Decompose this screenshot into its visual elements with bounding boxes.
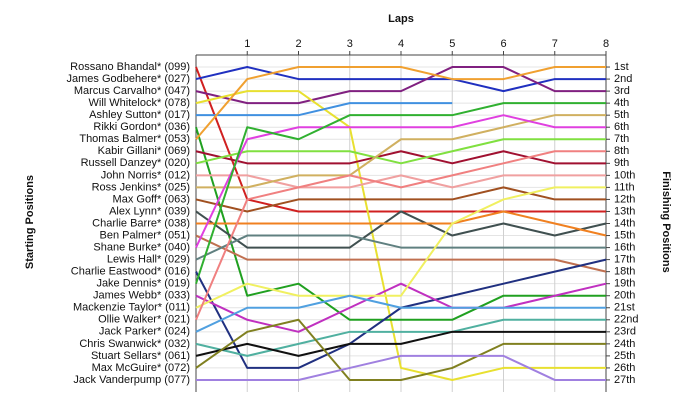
y2-tick-label: 24th: [614, 338, 635, 350]
series-line: [195, 294, 606, 333]
y2-tick-label: 1st: [614, 61, 629, 73]
driver-label: Jack Vanderpump (077): [73, 374, 190, 386]
y2-tick-label: 12th: [614, 193, 635, 205]
driver-label: John Norris* (012): [101, 169, 190, 181]
y2-tick-label: 13th: [614, 205, 635, 217]
series-line: [195, 66, 606, 140]
y2-tick-label: 7th: [614, 133, 629, 145]
y-axis-title: Starting Positions: [24, 175, 36, 269]
series-line: [195, 150, 606, 165]
series-line: [195, 186, 606, 213]
y2-tick-label: 14th: [614, 217, 635, 229]
y2-tick-label: 23rd: [614, 326, 636, 338]
x-tick-label: 7: [552, 38, 558, 50]
driver-label: James Webb* (033): [93, 290, 190, 302]
series-line: [195, 90, 606, 381]
series-line: [195, 234, 606, 261]
series-line: [195, 138, 606, 165]
y2-tick-label: 4th: [614, 97, 629, 109]
driver-label: Ross Jenkins* (025): [92, 181, 190, 193]
y2-tick-label: 19th: [614, 278, 635, 290]
driver-label: Thomas Balmer* (053): [79, 133, 190, 145]
driver-label: Stuart Sellars* (061): [91, 350, 190, 362]
y2-tick-label: 18th: [614, 266, 635, 278]
series-line: [195, 186, 606, 309]
series-line: [196, 354, 606, 381]
x-tick-label: 5: [449, 38, 455, 50]
series-line: [195, 210, 607, 249]
y2-tick-label: 22nd: [614, 314, 638, 326]
x-tick-label: 6: [500, 38, 506, 50]
y2-tick-label: 16th: [614, 241, 635, 253]
y2-tick-label: 21st: [614, 302, 635, 314]
series-line: [196, 174, 606, 189]
driver-label: Will Whitelock* (078): [89, 97, 190, 109]
series-line: [195, 282, 607, 333]
driver-label: James Godbehere* (027): [66, 73, 190, 85]
y2-tick-label: 6th: [614, 121, 629, 133]
series-line: [195, 102, 606, 284]
y2-tick-label: 27th: [614, 374, 635, 386]
y2-tick-label: 3rd: [614, 85, 630, 97]
y2-tick-label: 11th: [614, 181, 635, 193]
y2-tick-label: 2nd: [614, 73, 632, 85]
y2-tick-label: 15th: [614, 229, 635, 241]
driver-label: Kabir Gillani* (069): [98, 145, 190, 157]
driver-label: Mackenzie Taylor* (011): [73, 302, 190, 314]
series-line: [195, 114, 606, 248]
series-line: [195, 126, 606, 321]
y2-tick-label: 26th: [614, 362, 635, 374]
series-line: [195, 234, 607, 273]
driver-label: Jake Dennis* (019): [96, 278, 190, 290]
x-tick-label: 8: [603, 38, 609, 50]
driver-label: Russell Danzey* (020): [81, 157, 190, 169]
driver-label: Rikki Gordon* (036): [93, 121, 190, 133]
series-line: [195, 330, 606, 357]
driver-label: Ashley Sutton* (017): [89, 109, 190, 121]
series-line: [195, 150, 606, 321]
driver-label: Ollie Walker* (021): [98, 314, 190, 326]
x-tick-label: 3: [347, 38, 353, 50]
driver-label: Jack Parker* (024): [99, 326, 190, 338]
x-tick-label: 4: [398, 38, 404, 50]
driver-label: Max Goff* (063): [113, 193, 190, 205]
driver-label: Rossano Bhandal* (099): [70, 61, 190, 73]
x-tick-label: 1: [244, 38, 250, 50]
series-line: [196, 114, 606, 189]
driver-label: Max McGuire* (072): [92, 362, 190, 374]
series-line: [196, 210, 607, 237]
driver-label: Charlie Eastwood* (016): [71, 266, 190, 278]
driver-label: Marcus Carvalho* (047): [74, 85, 190, 97]
series-line: [195, 318, 606, 357]
y2-tick-label: 10th: [614, 169, 635, 181]
driver-label: Ben Palmer* (051): [100, 229, 191, 241]
driver-label: Charlie Barre* (038): [92, 217, 190, 229]
y2-tick-label: 5th: [614, 109, 629, 121]
y2-tick-label: 17th: [614, 254, 635, 266]
driver-label: Lewis Hall* (029): [107, 254, 190, 266]
driver-label: Shane Burke* (040): [93, 241, 190, 253]
driver-label: Alex Lynn* (039): [109, 205, 190, 217]
series-line: [196, 102, 453, 117]
x-tick-label: 2: [295, 38, 301, 50]
y2-tick-label: 25th: [614, 350, 635, 362]
y2-tick-label: 20th: [614, 290, 635, 302]
y2-tick-label: 8th: [614, 145, 629, 157]
series-line: [195, 318, 606, 381]
driver-label: Chris Swanwick* (032): [79, 338, 190, 350]
series-line: [195, 66, 606, 105]
x-axis-title: Laps: [388, 13, 414, 25]
y2-tick-label: 9th: [614, 157, 629, 169]
y2-axis-title: Finishing Positions: [660, 171, 672, 272]
